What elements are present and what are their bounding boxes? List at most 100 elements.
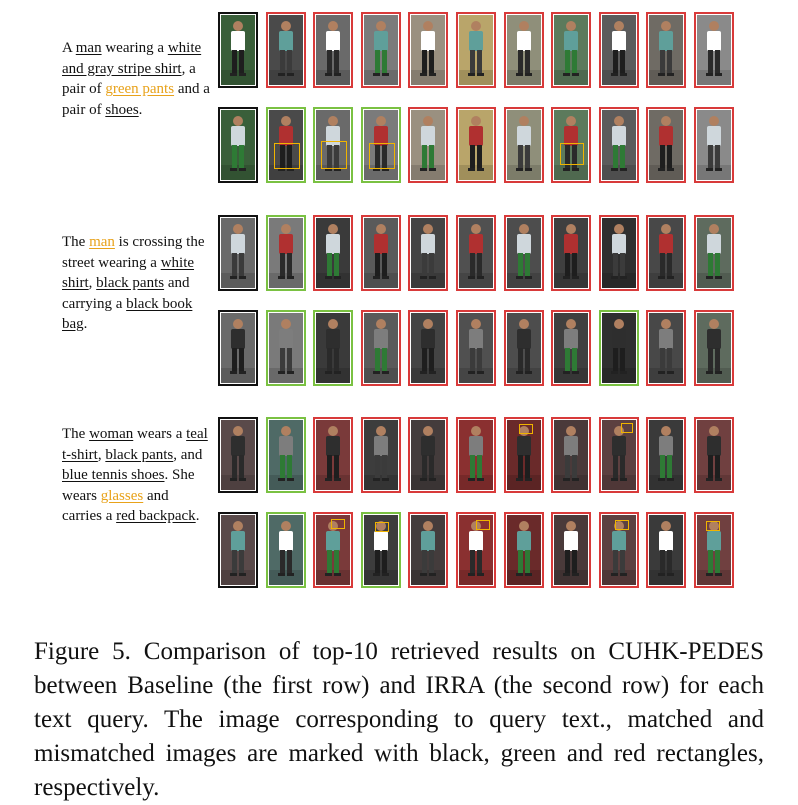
person-image-graphic bbox=[459, 218, 493, 288]
person-image-graphic bbox=[364, 420, 398, 490]
query-segment: and carrying a bbox=[62, 275, 190, 312]
query-segment: A bbox=[62, 40, 76, 56]
query-segment: , and bbox=[173, 446, 203, 463]
mismatched-image bbox=[599, 12, 639, 88]
person-image-graphic bbox=[221, 420, 255, 490]
query-keyword: man bbox=[75, 40, 102, 56]
person-image-graphic bbox=[697, 313, 731, 383]
highlight-box bbox=[560, 143, 584, 165]
mismatched-image bbox=[504, 417, 544, 493]
query-image bbox=[218, 310, 258, 386]
mismatched-image bbox=[408, 512, 448, 588]
matched-image bbox=[361, 107, 401, 183]
mismatched-image bbox=[361, 12, 401, 88]
person-image-graphic bbox=[316, 218, 350, 288]
mismatched-image bbox=[456, 215, 496, 291]
mismatched-image bbox=[551, 12, 591, 88]
matched-image bbox=[266, 310, 306, 386]
mismatched-image bbox=[646, 107, 686, 183]
query-segment: The bbox=[62, 426, 90, 442]
query-keyword: white shirt bbox=[62, 254, 195, 292]
query-segment: and carries a bbox=[62, 487, 169, 525]
mismatched-image bbox=[694, 512, 734, 588]
mismatched-image bbox=[456, 417, 496, 493]
mismatched-image bbox=[504, 12, 544, 88]
person-image-graphic bbox=[221, 15, 255, 85]
query-segment: , bbox=[97, 446, 106, 463]
query-image bbox=[218, 107, 258, 183]
person-image-graphic bbox=[364, 313, 398, 383]
person-image-graphic bbox=[697, 420, 731, 490]
person-image-graphic bbox=[697, 515, 731, 585]
mismatched-image bbox=[599, 107, 639, 183]
query-keyword: shoes bbox=[105, 101, 139, 118]
person-image-graphic bbox=[507, 110, 541, 180]
person-image-graphic bbox=[507, 515, 541, 585]
person-image-graphic bbox=[649, 15, 683, 85]
mismatched-image bbox=[456, 107, 496, 183]
person-image-graphic bbox=[459, 420, 493, 490]
query-keyword: blue tennis shoes bbox=[62, 467, 165, 483]
query-keyword: white and gray stripe shirt bbox=[62, 40, 202, 77]
matched-image bbox=[313, 107, 353, 183]
query-keyword: black pants bbox=[96, 275, 165, 291]
mismatched-image bbox=[266, 12, 306, 88]
query-segment: . bbox=[83, 316, 88, 332]
query-segment: wearing a bbox=[101, 40, 168, 56]
highlight-box bbox=[274, 143, 300, 169]
person-image-graphic bbox=[507, 313, 541, 383]
highlight-box bbox=[706, 521, 720, 531]
matched-image bbox=[313, 310, 353, 386]
query-keyword: black pants bbox=[105, 446, 174, 463]
person-image-graphic bbox=[649, 110, 683, 180]
person-image-graphic bbox=[507, 420, 541, 490]
person-image-graphic bbox=[459, 15, 493, 85]
highlight-box bbox=[519, 424, 533, 434]
query-segment: and a pair of bbox=[62, 81, 210, 118]
person-image-graphic bbox=[697, 218, 731, 288]
person-image-graphic bbox=[269, 313, 303, 383]
mismatched-image bbox=[456, 512, 496, 588]
query-text: The man is crossing the street wearing a… bbox=[62, 232, 212, 335]
mismatched-image bbox=[599, 215, 639, 291]
person-image-graphic bbox=[221, 110, 255, 180]
person-image-graphic bbox=[459, 313, 493, 383]
query-keyword: glasses bbox=[100, 487, 144, 504]
query-image bbox=[218, 417, 258, 493]
mismatched-image bbox=[313, 12, 353, 88]
mismatched-image bbox=[551, 417, 591, 493]
person-image-graphic bbox=[602, 313, 636, 383]
person-image-graphic bbox=[316, 420, 350, 490]
mismatched-image bbox=[646, 215, 686, 291]
query-keyword: man bbox=[89, 234, 115, 250]
query-segment: , bbox=[88, 275, 97, 291]
person-image-graphic bbox=[507, 218, 541, 288]
query-keyword: green pants bbox=[105, 81, 175, 97]
person-image-graphic bbox=[649, 313, 683, 383]
person-image-graphic bbox=[602, 15, 636, 85]
mismatched-image bbox=[408, 310, 448, 386]
mismatched-image bbox=[408, 107, 448, 183]
person-image-graphic bbox=[649, 515, 683, 585]
query-image bbox=[218, 512, 258, 588]
mismatched-image bbox=[551, 512, 591, 588]
person-image-graphic bbox=[602, 515, 636, 585]
query-text: The woman wears a teal t-shirt, black pa… bbox=[62, 424, 212, 527]
person-image-graphic bbox=[316, 313, 350, 383]
person-image-graphic bbox=[602, 110, 636, 180]
mismatched-image bbox=[694, 107, 734, 183]
query-keyword: black book bag bbox=[62, 295, 193, 333]
query-segment: , a pair of bbox=[62, 60, 196, 98]
person-image-graphic bbox=[649, 218, 683, 288]
mismatched-image bbox=[646, 512, 686, 588]
person-image-graphic bbox=[602, 218, 636, 288]
matched-image bbox=[266, 107, 306, 183]
person-image-graphic bbox=[411, 515, 445, 585]
mismatched-image bbox=[599, 417, 639, 493]
person-image-graphic bbox=[554, 15, 588, 85]
mismatched-image bbox=[646, 12, 686, 88]
highlight-box bbox=[476, 520, 490, 530]
mismatched-image bbox=[599, 512, 639, 588]
person-image-graphic bbox=[554, 313, 588, 383]
person-image-graphic bbox=[459, 110, 493, 180]
